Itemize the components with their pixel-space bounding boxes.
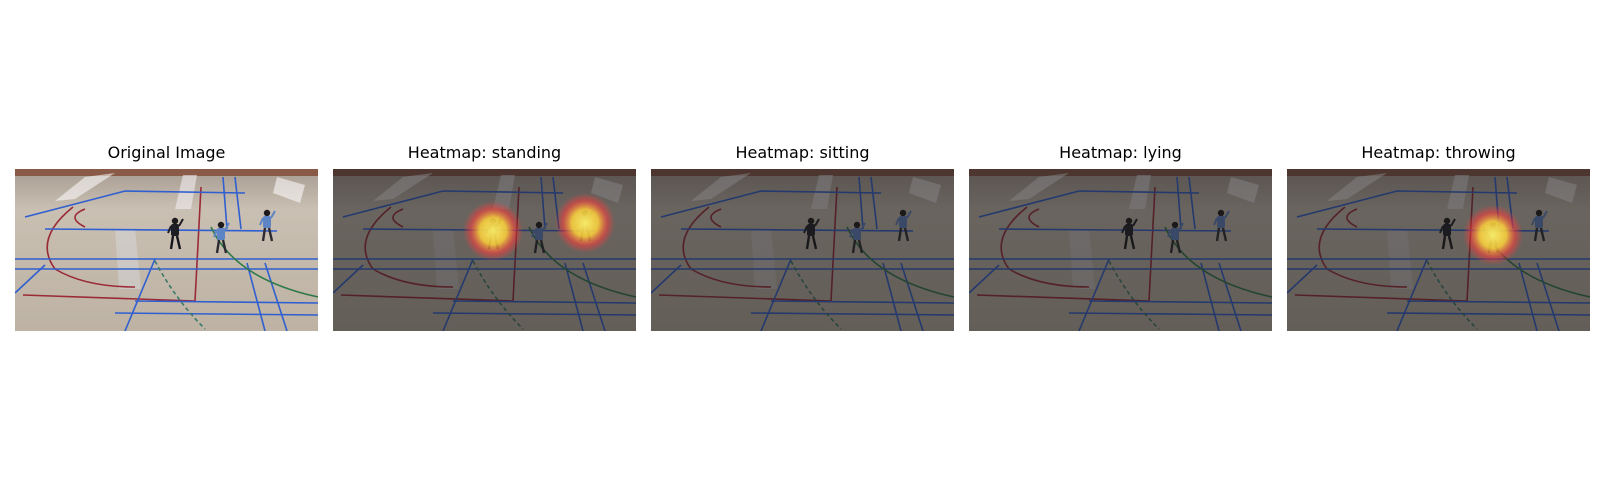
- court-lines: [15, 176, 318, 331]
- heatmap-image: [969, 169, 1272, 331]
- panel-heatmap-lying: Heatmap: lying: [969, 143, 1272, 333]
- back-wall: [15, 169, 318, 176]
- dim-overlay: [651, 169, 954, 331]
- heatmap-image: [651, 169, 954, 331]
- panel-title: Heatmap: throwing: [1361, 143, 1516, 162]
- panel-heatmap-standing: Heatmap: standing: [333, 143, 636, 333]
- panel-original: Original Image: [15, 143, 318, 333]
- person-right: [259, 209, 276, 242]
- dim-overlay: [969, 169, 1272, 331]
- person-left: [167, 217, 184, 250]
- person-middle: [213, 221, 230, 254]
- heat-blob-person-middle: [1463, 205, 1523, 265]
- people: [167, 209, 276, 254]
- panel-title: Original Image: [107, 143, 226, 162]
- panel-heatmap-sitting: Heatmap: sitting: [651, 143, 954, 333]
- heatmap-image: [1287, 169, 1590, 331]
- dim-overlay: [1287, 169, 1590, 331]
- heat-blob-person-right: [555, 193, 615, 253]
- gym-floor: [15, 169, 318, 331]
- gym-photo: [15, 169, 318, 331]
- panel-heatmap-throwing: Heatmap: throwing: [1287, 143, 1590, 333]
- heat-blob-person-left: [463, 201, 523, 261]
- panel-title: Heatmap: sitting: [735, 143, 870, 162]
- heatmap-image: [333, 169, 636, 331]
- panel-title: Heatmap: lying: [1059, 143, 1182, 162]
- panel-title: Heatmap: standing: [407, 143, 562, 162]
